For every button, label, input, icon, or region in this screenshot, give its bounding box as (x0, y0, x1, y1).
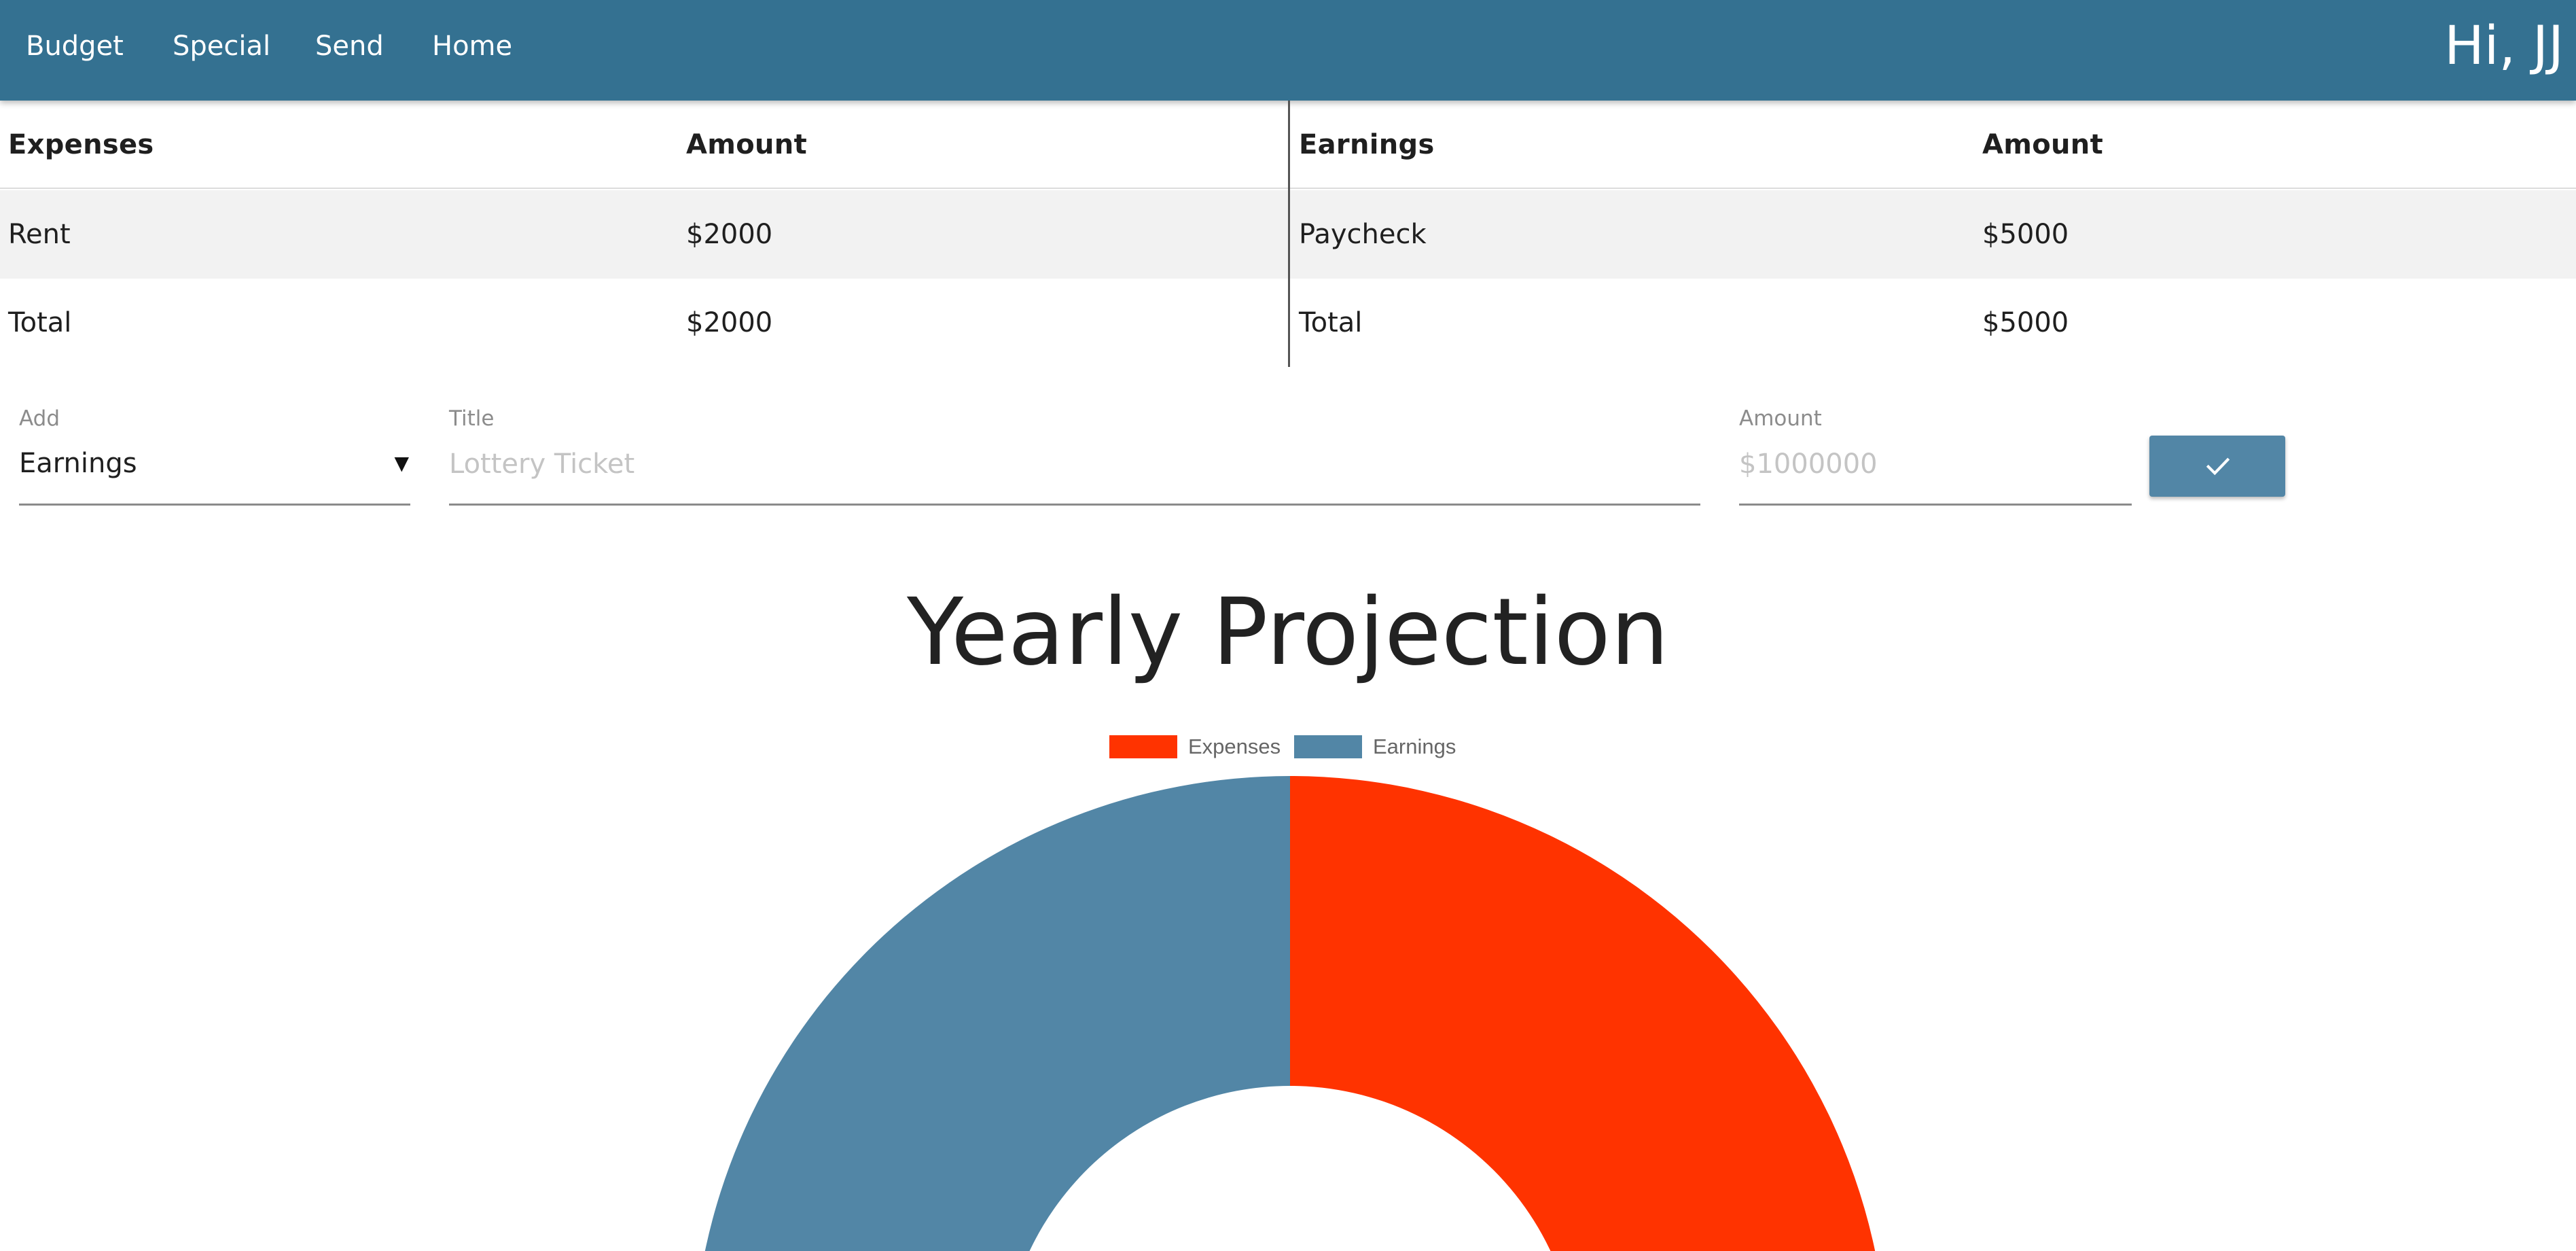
earnings-total-label: Total (1299, 307, 1363, 338)
title-label: Title (449, 406, 495, 431)
chart-title: Yearly Projection (907, 579, 1669, 686)
earning-amount-cell: $5000 (1982, 219, 2069, 250)
title-input[interactable] (449, 440, 1700, 488)
expenses-header: Expenses (8, 129, 154, 160)
expense-name-cell: Rent (8, 219, 71, 250)
add-type-value: Earnings (19, 448, 137, 479)
top-navbar: Budget Special Send Home Hi, JJ (0, 0, 2576, 101)
nav-item-special[interactable]: Special (173, 31, 271, 62)
expenses-total-label: Total (8, 307, 72, 338)
legend-swatch-earnings[interactable] (1294, 735, 1362, 758)
nav-item-send[interactable]: Send (315, 31, 384, 62)
doughnut-slice-earnings[interactable] (692, 776, 1873, 1251)
expenses-total-amount: $2000 (686, 307, 773, 338)
add-label: Add (19, 406, 60, 431)
earnings-header: Earnings (1299, 129, 1435, 160)
amount-input[interactable] (1739, 440, 2132, 488)
nav-item-home[interactable]: Home (432, 31, 513, 62)
check-icon (2206, 457, 2230, 476)
amount-field (1739, 440, 2132, 506)
earning-name-cell: Paycheck (1299, 219, 1427, 250)
table-divider (1288, 101, 1290, 367)
expenses-amount-header: Amount (686, 129, 807, 160)
nav-item-budget[interactable]: Budget (26, 31, 124, 62)
legend-label-earnings[interactable]: Earnings (1373, 735, 1456, 758)
amount-label: Amount (1739, 406, 1822, 431)
doughnut-slice-expenses[interactable] (1290, 776, 1888, 1251)
expense-amount-cell: $2000 (686, 219, 773, 250)
add-type-select[interactable]: Earnings ▼ (19, 440, 410, 506)
caret-down-icon: ▼ (394, 452, 409, 474)
earnings-total-amount: $5000 (1982, 307, 2069, 338)
user-greeting: Hi, JJ (2444, 16, 2564, 77)
legend-label-expenses[interactable]: Expenses (1188, 735, 1281, 758)
submit-button[interactable] (2149, 436, 2285, 497)
title-field (449, 440, 1700, 506)
earnings-amount-header: Amount (1982, 129, 2103, 160)
legend-swatch-expenses[interactable] (1109, 735, 1177, 758)
table-total-row: Total $2000 Total $5000 (0, 279, 2576, 367)
